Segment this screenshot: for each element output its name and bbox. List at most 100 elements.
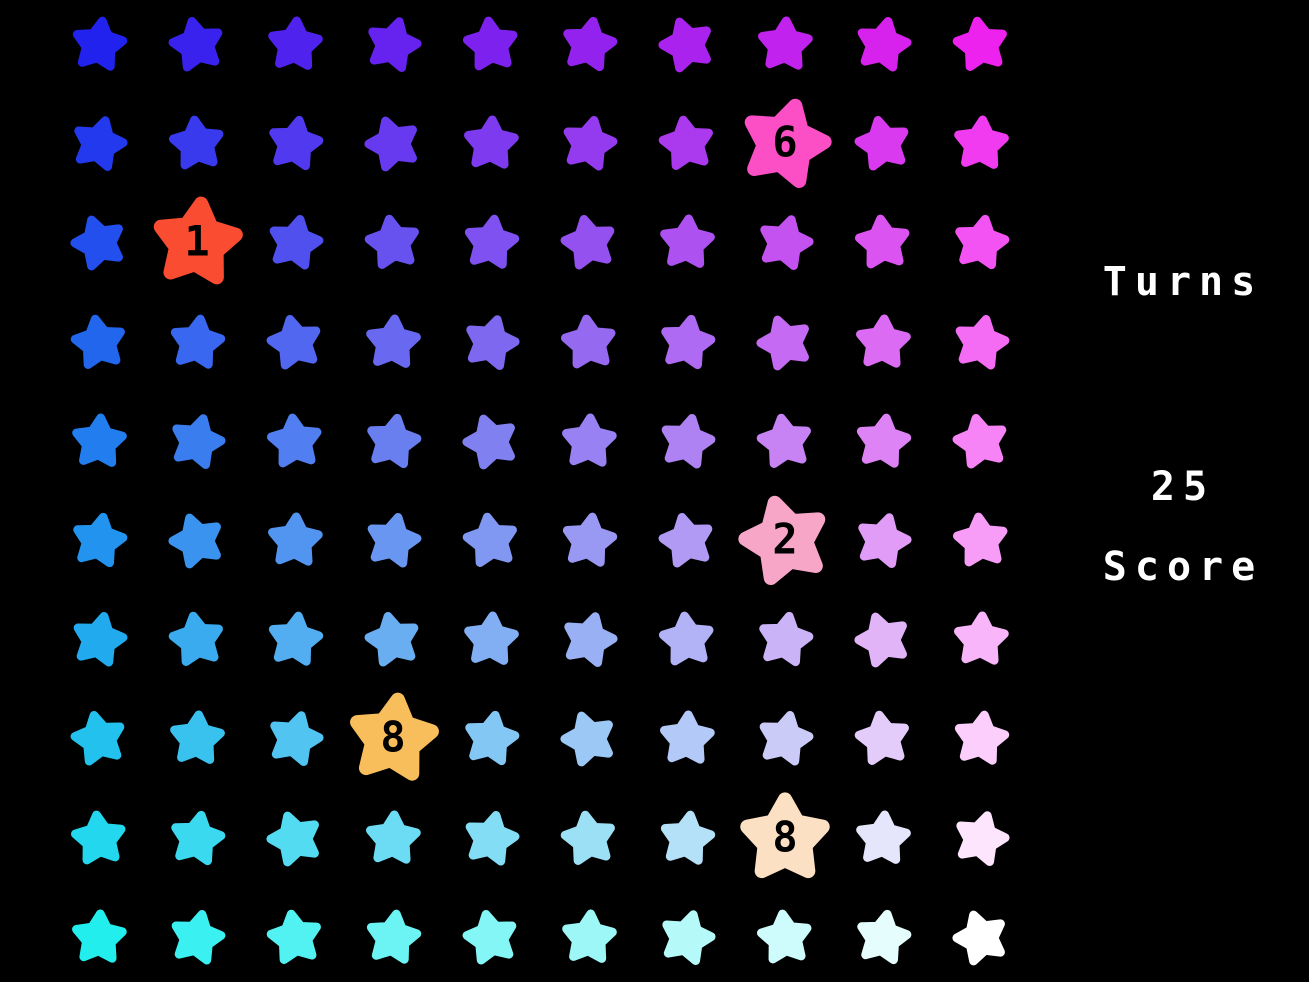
star[interactable] xyxy=(265,412,325,472)
star[interactable] xyxy=(853,15,913,75)
star[interactable] xyxy=(853,610,913,670)
star[interactable] xyxy=(755,709,815,769)
star[interactable] xyxy=(363,809,423,869)
star[interactable] xyxy=(265,809,325,869)
star[interactable] xyxy=(461,313,521,373)
star[interactable] xyxy=(69,709,129,769)
special-star[interactable]: 8 xyxy=(736,790,834,888)
star[interactable] xyxy=(69,809,129,869)
star[interactable] xyxy=(69,213,129,273)
star[interactable] xyxy=(755,610,815,670)
star[interactable] xyxy=(167,610,227,670)
star[interactable] xyxy=(951,412,1011,472)
star[interactable] xyxy=(755,213,815,273)
special-star[interactable]: 6 xyxy=(736,95,834,193)
star[interactable] xyxy=(559,511,619,571)
star[interactable] xyxy=(69,610,129,670)
star[interactable] xyxy=(657,15,717,75)
special-star[interactable]: 8 xyxy=(344,690,442,788)
star[interactable] xyxy=(363,15,423,75)
star[interactable] xyxy=(69,114,129,174)
star[interactable] xyxy=(951,15,1011,75)
star[interactable] xyxy=(363,511,423,571)
star[interactable] xyxy=(951,908,1011,968)
star[interactable] xyxy=(461,412,521,472)
star[interactable] xyxy=(363,114,423,174)
star[interactable] xyxy=(363,213,423,273)
star[interactable] xyxy=(69,511,129,571)
star[interactable] xyxy=(951,313,1011,373)
star[interactable] xyxy=(559,412,619,472)
star[interactable] xyxy=(559,809,619,869)
special-star[interactable]: 2 xyxy=(736,492,834,590)
star[interactable] xyxy=(69,313,129,373)
star[interactable] xyxy=(657,908,717,968)
star[interactable] xyxy=(167,412,227,472)
star[interactable] xyxy=(657,610,717,670)
star[interactable] xyxy=(951,213,1011,273)
star[interactable] xyxy=(559,114,619,174)
star[interactable] xyxy=(951,114,1011,174)
star[interactable] xyxy=(167,908,227,968)
star[interactable] xyxy=(265,610,325,670)
star[interactable] xyxy=(559,610,619,670)
star[interactable] xyxy=(657,114,717,174)
star[interactable] xyxy=(755,908,815,968)
star[interactable] xyxy=(363,313,423,373)
star[interactable] xyxy=(853,809,913,869)
star[interactable] xyxy=(265,908,325,968)
star[interactable] xyxy=(461,709,521,769)
star[interactable] xyxy=(657,213,717,273)
star[interactable] xyxy=(363,412,423,472)
star[interactable] xyxy=(951,610,1011,670)
star[interactable] xyxy=(657,412,717,472)
star[interactable] xyxy=(265,313,325,373)
star[interactable] xyxy=(461,610,521,670)
star[interactable] xyxy=(167,313,227,373)
star[interactable] xyxy=(657,809,717,869)
star[interactable] xyxy=(461,809,521,869)
star[interactable] xyxy=(559,15,619,75)
star[interactable] xyxy=(853,709,913,769)
star[interactable] xyxy=(755,412,815,472)
star[interactable] xyxy=(951,511,1011,571)
star[interactable] xyxy=(559,709,619,769)
star[interactable] xyxy=(559,213,619,273)
star[interactable] xyxy=(69,908,129,968)
star[interactable] xyxy=(167,511,227,571)
star[interactable] xyxy=(167,114,227,174)
star[interactable] xyxy=(363,908,423,968)
star[interactable] xyxy=(265,213,325,273)
star[interactable] xyxy=(853,313,913,373)
star[interactable] xyxy=(853,908,913,968)
star[interactable] xyxy=(951,809,1011,869)
star[interactable] xyxy=(657,313,717,373)
star[interactable] xyxy=(755,313,815,373)
star[interactable] xyxy=(657,511,717,571)
star[interactable] xyxy=(265,511,325,571)
star[interactable] xyxy=(559,908,619,968)
star[interactable] xyxy=(461,114,521,174)
special-star[interactable]: 1 xyxy=(148,194,246,292)
star[interactable] xyxy=(853,114,913,174)
star[interactable] xyxy=(755,15,815,75)
star[interactable] xyxy=(265,114,325,174)
star[interactable] xyxy=(853,412,913,472)
star[interactable] xyxy=(265,15,325,75)
star[interactable] xyxy=(69,412,129,472)
star[interactable] xyxy=(559,313,619,373)
star[interactable] xyxy=(461,15,521,75)
star[interactable] xyxy=(951,709,1011,769)
star[interactable] xyxy=(657,709,717,769)
star[interactable] xyxy=(167,15,227,75)
star[interactable] xyxy=(461,213,521,273)
star[interactable] xyxy=(69,15,129,75)
star[interactable] xyxy=(853,213,913,273)
star[interactable] xyxy=(461,511,521,571)
star[interactable] xyxy=(265,709,325,769)
star[interactable] xyxy=(167,709,227,769)
star[interactable] xyxy=(363,610,423,670)
star[interactable] xyxy=(167,809,227,869)
star[interactable] xyxy=(853,511,913,571)
star[interactable] xyxy=(461,908,521,968)
